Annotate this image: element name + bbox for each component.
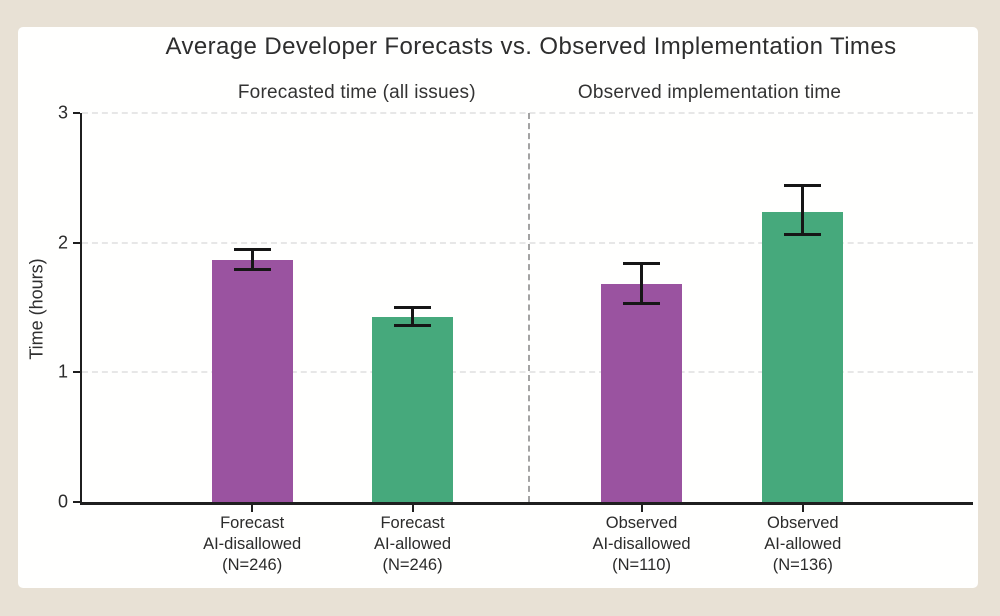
x-tick-label-line: AI-allowed xyxy=(374,535,452,553)
error-bar-line xyxy=(250,249,254,270)
y-tick-label: 3 xyxy=(57,102,68,123)
chart-title: Average Developer Forecasts vs. Observed… xyxy=(165,33,897,60)
panel-label-observed: Observed implementation time xyxy=(577,82,842,103)
plot-area: 0 1 2 3 Forecast AI-disallowed (N=246) Forecast… xyxy=(58,103,973,574)
x-tick-label-line: AI-disallowed xyxy=(203,535,302,553)
y-tick-label: 0 xyxy=(57,491,68,512)
y-tick-mark xyxy=(73,501,80,503)
bar-forecast-ai-allowed-n246 xyxy=(372,316,454,502)
error-bar-line xyxy=(640,263,644,304)
x-tick-mark xyxy=(411,505,414,512)
error-bar-cap-bottom xyxy=(784,233,822,237)
x-tick-label-line: AI-disallowed xyxy=(592,535,691,553)
x-tick-label-line: Forecast xyxy=(380,514,445,532)
x-tick-label: Forecast AI-allowed (N=246) xyxy=(318,513,508,576)
y-tick-mark xyxy=(73,241,80,244)
error-bar-cap-top xyxy=(233,247,271,251)
x-tick-mark xyxy=(251,505,254,512)
error-bar-cap-top xyxy=(784,184,822,188)
x-tick-label: Observed AI-allowed (N=136) xyxy=(708,513,898,576)
x-tick-label-line: Observed xyxy=(605,514,678,532)
error-bar-cap-top xyxy=(623,261,661,265)
x-tick-label: Forecast AI-disallowed (N=246) xyxy=(157,513,347,576)
error-bar-cap-bottom xyxy=(394,324,432,328)
bar-observed-ai-disallowed-n110 xyxy=(601,284,683,502)
y-tick-mark xyxy=(73,371,80,374)
chart-card: Average Developer Forecasts vs. Observed… xyxy=(18,27,978,588)
error-bar-cap-bottom xyxy=(623,302,661,306)
x-tick-label-line: Forecast xyxy=(220,514,285,532)
y-tick-label: 2 xyxy=(57,232,68,253)
x-tick-label-line: (N=246) xyxy=(222,556,283,574)
x-tick-label-line: (N=110) xyxy=(612,556,671,574)
bar-observed-ai-allowed-n136 xyxy=(762,211,844,502)
error-bar-cap-bottom xyxy=(233,268,271,272)
x-tick-label-line: (N=246) xyxy=(382,556,443,574)
error-bar-line xyxy=(801,185,805,235)
error-bar-line xyxy=(411,307,415,326)
x-tick-label-line: Observed xyxy=(767,514,839,532)
x-tick-mark xyxy=(640,505,643,512)
y-tick-label: 1 xyxy=(57,361,68,382)
x-tick-label-line: AI-allowed xyxy=(764,535,842,553)
panel-label-forecast: Forecasted time (all issues) xyxy=(237,82,476,103)
bar-forecast-ai-disallowed-n246 xyxy=(211,259,293,502)
x-tick-mark xyxy=(801,505,804,512)
y-tick-mark xyxy=(73,112,80,114)
error-bar-cap-top xyxy=(394,306,432,309)
panel-divider xyxy=(527,113,530,502)
y-axis-title: Time (hours) xyxy=(26,258,47,360)
x-tick-label: Observed AI-disallowed (N=110) xyxy=(547,513,737,576)
x-tick-label-line: (N=136) xyxy=(772,556,833,574)
